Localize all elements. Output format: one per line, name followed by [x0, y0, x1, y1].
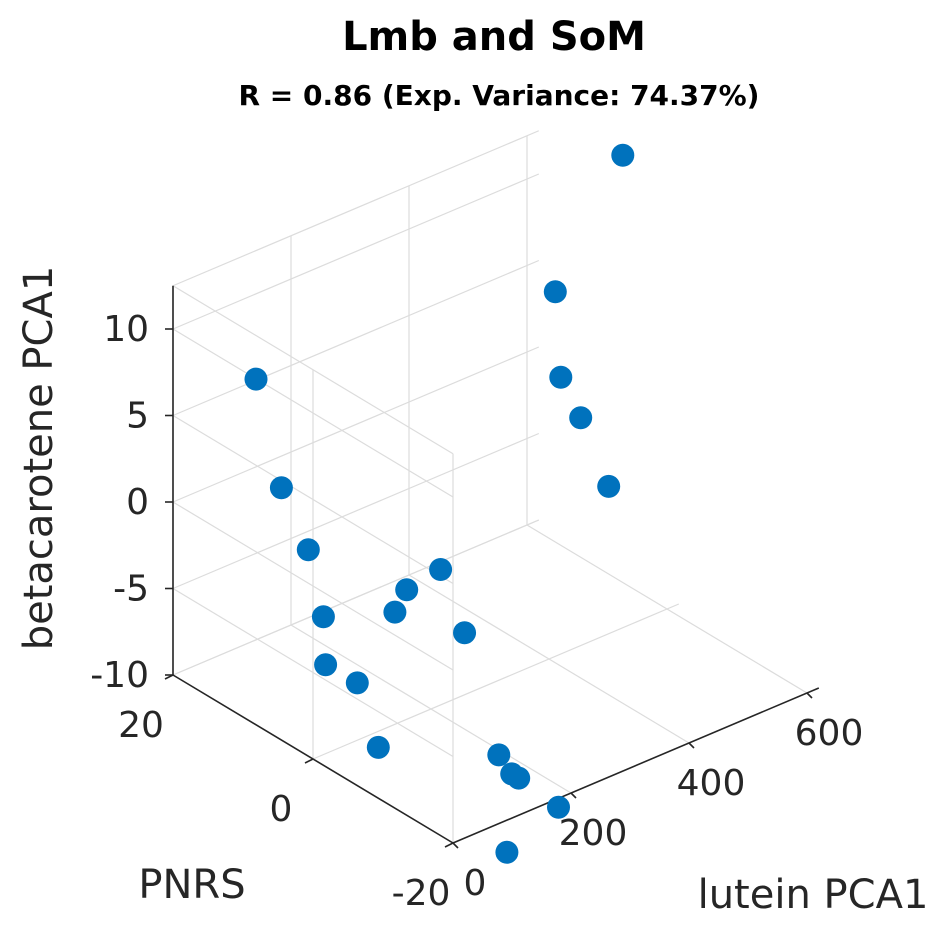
- y-tick-label: 20: [118, 705, 164, 746]
- x-tick-label: 200: [559, 813, 628, 854]
- y-tick-mark: [304, 758, 314, 764]
- x-axis-label: lutein PCA1: [698, 872, 929, 918]
- data-point: [296, 538, 320, 562]
- grid-line: [172, 501, 454, 671]
- z-tick-label: -10: [90, 655, 149, 696]
- data-point: [395, 578, 419, 602]
- data-point: [611, 143, 635, 167]
- data-point: [311, 605, 335, 629]
- data-point: [345, 671, 369, 695]
- data-point: [429, 558, 453, 581]
- grid-line: [172, 346, 540, 503]
- y-tick-label: -20: [392, 873, 451, 914]
- grid-line: [312, 603, 680, 760]
- grid-line: [172, 519, 540, 676]
- data-point: [507, 766, 531, 790]
- x-tick-label: 400: [677, 763, 746, 804]
- x-axis-line: [452, 687, 820, 844]
- x-tick-label: 0: [464, 863, 487, 904]
- tick-labels: 0 200 400 600 -20 0 20 -10 -5 0 5 10: [90, 309, 863, 914]
- z-tick-label: 10: [103, 309, 149, 350]
- data-point: [269, 476, 293, 500]
- data-point: [314, 653, 338, 677]
- y-tick-label: 0: [270, 789, 293, 830]
- data-point: [549, 365, 573, 389]
- data-point: [495, 840, 519, 864]
- chart-title: Lmb and SoM: [342, 14, 646, 60]
- data-point: [366, 735, 390, 759]
- grid-line: [172, 259, 540, 417]
- x-tick-mark: [806, 692, 813, 699]
- data-point: [597, 474, 621, 498]
- chart-subtitle: R = 0.86 (Exp. Variance: 74.37%): [239, 79, 760, 112]
- grid-lines: [172, 130, 820, 844]
- data-point: [453, 621, 477, 645]
- z-tick-label: 5: [126, 396, 149, 437]
- grid-line: [172, 173, 540, 330]
- grid-line: [172, 414, 454, 585]
- data-point: [543, 280, 567, 304]
- data-point: [244, 367, 268, 391]
- data-point: [487, 743, 511, 767]
- data-point: [569, 406, 593, 430]
- grid-line: [172, 328, 454, 498]
- grid-line: [172, 587, 454, 758]
- x-tick-mark: [452, 842, 459, 849]
- y-axis-label: PNRS: [138, 862, 245, 908]
- grid-line: [172, 130, 540, 287]
- x-tick-mark: [688, 742, 695, 749]
- y-tick-mark: [444, 842, 454, 848]
- data-point: [383, 600, 407, 624]
- data-points: [244, 143, 635, 864]
- z-tick-label: 0: [126, 482, 149, 523]
- x-tick-mark: [570, 792, 577, 799]
- z-tick-label: -5: [113, 569, 149, 610]
- data-point: [547, 795, 570, 819]
- z-axis-label: betacarotene PCA1: [16, 266, 62, 651]
- grid-line: [172, 285, 454, 455]
- x-tick-label: 600: [795, 713, 864, 754]
- axis-lines: [164, 285, 820, 849]
- grid-line: [172, 432, 540, 590]
